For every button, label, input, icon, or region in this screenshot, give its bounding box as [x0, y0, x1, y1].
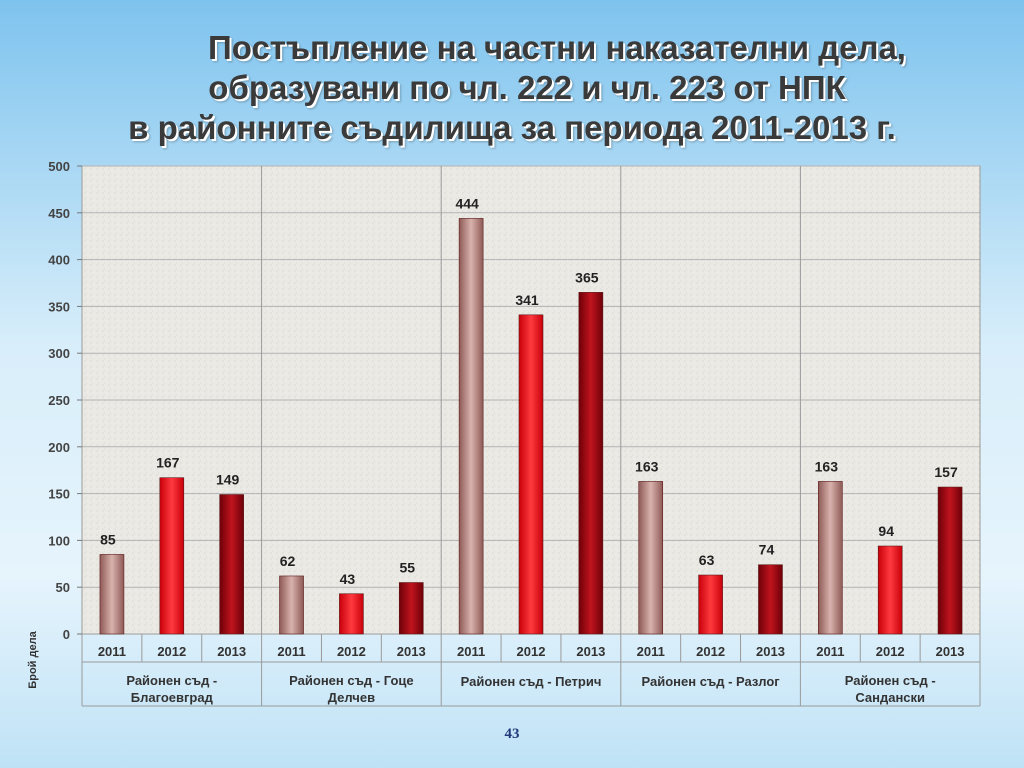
group-label: Делчев	[328, 690, 375, 705]
bars	[99, 218, 963, 635]
data-label: 157	[934, 464, 958, 480]
x-tick-label: 2013	[756, 644, 785, 659]
y-tick-label: 200	[48, 440, 70, 455]
bar	[458, 218, 484, 635]
bar	[339, 593, 364, 635]
group-label: Районен съд -	[126, 673, 217, 688]
data-label: 43	[340, 571, 356, 587]
y-axis-label: Брой дела	[27, 630, 39, 688]
data-label: 62	[280, 553, 296, 569]
group-label: Районен съд - Петрич	[461, 674, 602, 689]
data-label: 149	[216, 472, 240, 488]
data-label: 167	[156, 455, 180, 471]
title-line-3: в районните съдилища за периода 2011-201…	[128, 109, 896, 146]
y-tick-label: 500	[48, 159, 70, 174]
bar	[219, 494, 244, 635]
y-tick-label: 350	[48, 299, 70, 314]
data-label: 365	[575, 269, 599, 285]
y-tick-label: 450	[48, 206, 70, 221]
data-label: 444	[455, 195, 479, 211]
data-label: 163	[635, 458, 659, 474]
title-line-2: образувани по чл. 222 и чл. 223 от НПК	[208, 69, 846, 106]
data-label: 55	[399, 560, 415, 576]
bar	[398, 582, 424, 635]
group-label: Благоевград	[131, 690, 214, 705]
y-tick-label: 250	[48, 393, 70, 408]
x-tick-label: 2011	[637, 644, 665, 659]
data-label: 94	[878, 523, 894, 539]
bar	[758, 564, 783, 635]
x-tick-label: 2012	[696, 644, 725, 659]
x-tick-label: 2011	[277, 644, 305, 659]
bar	[638, 481, 664, 635]
y-tick-label: 150	[48, 487, 70, 502]
x-tick-label: 2011	[98, 644, 126, 659]
bar	[159, 477, 185, 635]
x-tick-label: 2013	[397, 644, 426, 659]
group-label: Сандански	[855, 690, 925, 705]
data-label: 74	[759, 542, 775, 558]
group-label: Районен съд - Гоце	[289, 673, 413, 688]
chart-title: Постъпление на частни наказателни дела, …	[0, 28, 1024, 148]
bar	[877, 545, 903, 635]
x-tick-label: 2012	[517, 644, 546, 659]
bar	[279, 575, 304, 635]
bar	[937, 486, 963, 635]
x-tick-label: 2012	[337, 644, 366, 659]
data-label: 63	[699, 552, 715, 568]
bar	[578, 292, 604, 635]
bar	[818, 481, 843, 635]
group-label: Районен съд -	[845, 673, 936, 688]
y-tick-label: 100	[48, 533, 70, 548]
y-tick-label: 0	[63, 627, 70, 642]
x-tick-label: 2013	[217, 644, 246, 659]
x-tick-label: 2011	[457, 644, 485, 659]
page-number: 43	[504, 726, 520, 742]
bar	[518, 314, 544, 635]
data-label: 163	[815, 458, 839, 474]
title-line-1: Постъпление на частни наказателни дела,	[208, 29, 906, 66]
y-axis: 0 50 100 150 200 250 300 350 400 450 500	[48, 159, 82, 642]
x-tick-label: 2013	[576, 644, 605, 659]
data-label: 85	[100, 531, 116, 547]
data-labels: 85 167 149 62 43 55 444 341 365 163 63 74 163 94 157	[100, 195, 958, 586]
x-tick-label: 2011	[816, 644, 844, 659]
group-label: Районен съд - Разлог	[642, 674, 781, 689]
bar	[99, 554, 125, 635]
data-label: 341	[515, 292, 539, 308]
x-tick-label: 2013	[936, 644, 965, 659]
y-tick-label: 300	[48, 346, 70, 361]
y-tick-label: 400	[48, 253, 70, 268]
x-tick-label: 2012	[876, 644, 905, 659]
bar	[698, 574, 723, 635]
x-tick-label: 2012	[157, 644, 186, 659]
y-tick-label: 50	[56, 580, 70, 595]
